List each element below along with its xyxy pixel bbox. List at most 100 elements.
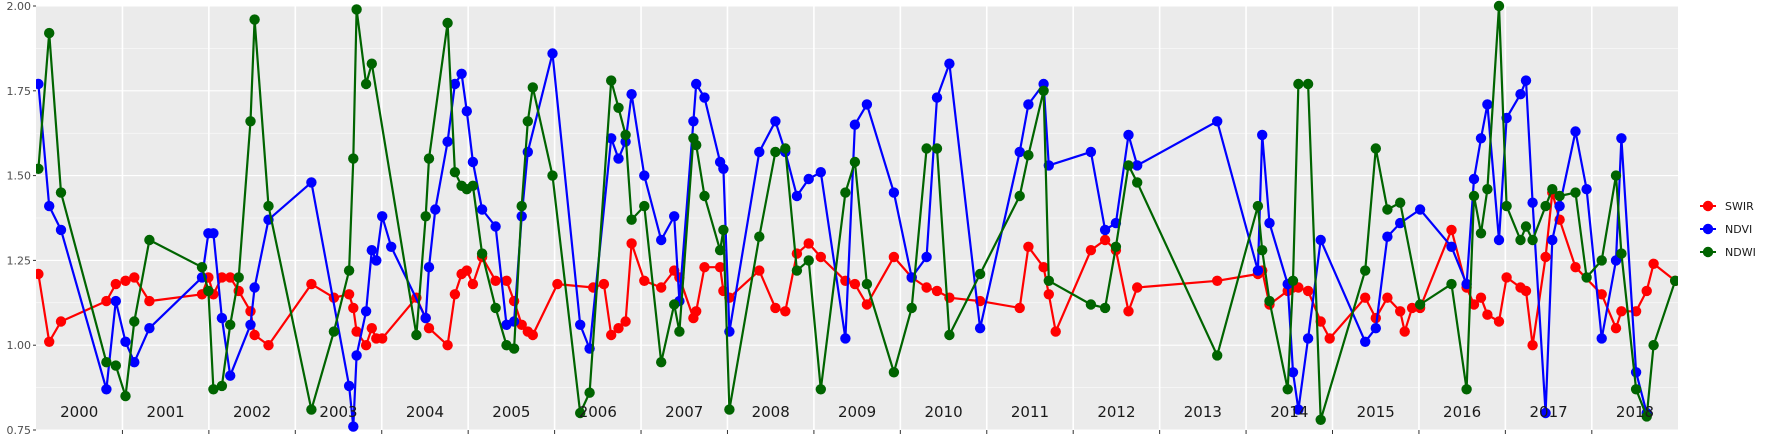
data-point-ndwi: [1395, 197, 1406, 208]
data-point-ndvi: [575, 319, 586, 330]
year-label: 2006: [579, 403, 617, 421]
data-point-ndvi: [1302, 333, 1314, 344]
data-point-ndwi: [1043, 275, 1055, 286]
data-point-ndvi: [803, 173, 814, 185]
data-point-swir: [921, 282, 932, 293]
data-point-swir: [216, 272, 228, 283]
data-point-ndvi: [613, 153, 624, 164]
data-point-swir: [656, 282, 667, 293]
data-point-ndvi: [1023, 99, 1034, 110]
legend-item-ndvi: NDVI: [1700, 223, 1752, 236]
data-point-ndwi: [1616, 248, 1627, 259]
data-point-ndvi: [1482, 99, 1493, 110]
data-point-ndvi: [1252, 265, 1264, 276]
data-point-ndwi: [1414, 299, 1426, 310]
data-point-ndvi: [1581, 184, 1592, 195]
data-point-swir: [613, 323, 624, 334]
y-tick-label: 1.75: [7, 85, 32, 98]
data-point-ndwi: [249, 14, 260, 25]
data-point-swir: [366, 323, 377, 334]
year-label: 2005: [492, 403, 530, 421]
data-point-swir: [1570, 262, 1581, 273]
data-point-swir: [1540, 251, 1551, 263]
data-point-ndvi: [656, 234, 667, 246]
data-point-ndwi: [1264, 295, 1275, 307]
data-point-ndwi: [1527, 234, 1538, 246]
data-point-swir: [1596, 289, 1607, 300]
data-point-ndvi: [1212, 116, 1223, 127]
data-point-ndwi: [791, 265, 803, 276]
data-point-ndwi: [1257, 245, 1268, 256]
data-point-ndwi: [348, 153, 359, 164]
data-point-swir: [490, 275, 501, 286]
data-point-swir: [1132, 282, 1143, 293]
data-point-swir: [360, 340, 372, 351]
data-point-ndvi: [861, 99, 873, 110]
data-point-ndvi: [55, 224, 67, 236]
data-point-swir: [552, 278, 563, 290]
data-point-ndwi: [423, 153, 435, 164]
data-point-ndwi: [656, 357, 667, 368]
data-point-ndwi: [490, 302, 501, 314]
data-point-ndvi: [467, 156, 479, 168]
data-point-ndwi: [803, 255, 814, 266]
data-point-ndvi: [888, 187, 900, 198]
year-label: 2011: [1011, 403, 1049, 421]
data-point-ndwi: [1475, 228, 1487, 239]
data-point-ndwi: [366, 58, 377, 69]
data-point-ndwi: [724, 404, 735, 415]
data-point-swir: [1722, 303, 1732, 313]
data-point-ndwi: [1360, 265, 1371, 276]
data-point-ndwi: [1547, 184, 1558, 195]
data-point-ndwi: [674, 326, 685, 337]
data-point-ndvi: [1630, 367, 1642, 378]
data-point-swir: [699, 262, 710, 273]
data-point-swir: [377, 333, 388, 344]
data-point-ndvi: [1468, 173, 1480, 185]
data-point-ndvi: [449, 78, 461, 90]
data-point-ndvi: [216, 312, 228, 324]
data-point-ndwi: [233, 272, 244, 283]
y-tick-label: 1.00: [7, 339, 32, 352]
data-point-ndvi: [44, 200, 55, 212]
data-point-swir: [263, 340, 274, 351]
year-label: 2007: [665, 403, 703, 421]
data-point-swir: [1701, 296, 1711, 306]
data-point-ndwi: [547, 170, 558, 181]
data-point-ndwi: [1482, 184, 1493, 195]
data-point-ndwi: [1648, 340, 1659, 351]
data-point-ndvi: [1540, 407, 1551, 419]
data-point-swir: [815, 251, 826, 263]
data-point-swir: [144, 295, 155, 307]
data-point-ndwi: [527, 82, 538, 93]
data-point-swir: [803, 238, 814, 249]
data-point-swir: [1493, 316, 1505, 327]
data-point-swir: [1382, 292, 1393, 303]
data-point-swir: [501, 275, 512, 286]
year-label: 2014: [1270, 403, 1308, 421]
data-point-swir: [691, 306, 702, 317]
data-point-ndwi: [1641, 411, 1652, 422]
data-point-ndvi: [1370, 323, 1382, 334]
data-point-swir: [1399, 326, 1410, 337]
data-point-swir: [449, 289, 461, 300]
data-point-ndwi: [639, 200, 650, 212]
data-point-ndwi: [575, 407, 586, 419]
data-point-ndwi: [1446, 278, 1457, 290]
data-point-ndwi: [770, 146, 781, 158]
data-point-ndwi: [1282, 384, 1293, 395]
data-point-ndvi: [1616, 133, 1627, 144]
data-point-ndvi: [1257, 129, 1268, 141]
data-point-swir: [101, 295, 112, 307]
data-point-ndwi: [974, 268, 986, 280]
data-point-ndvi: [420, 312, 431, 324]
data-point-ndvi: [1493, 234, 1505, 246]
data-point-ndwi: [263, 200, 274, 212]
data-point-ndvi: [1596, 333, 1607, 344]
year-label: 2004: [406, 403, 444, 421]
data-point-ndwi: [1293, 78, 1304, 90]
data-point-ndwi: [1123, 160, 1134, 171]
data-point-swir: [1501, 272, 1512, 283]
data-point-swir: [306, 278, 317, 290]
